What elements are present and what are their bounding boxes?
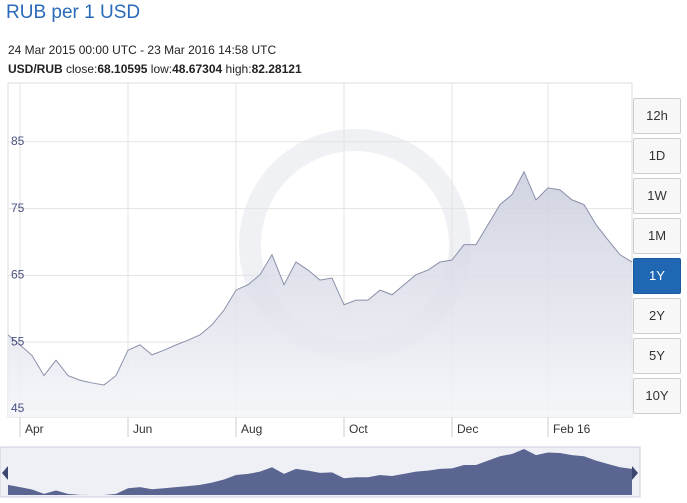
x-tick-label: Apr [25,422,44,436]
stats-text: 82.28121 [252,62,302,76]
area-line [7,170,633,386]
range-button[interactable]: 1Y [633,258,681,294]
x-tick-label: Dec [457,422,478,436]
y-tick-label: 45 [11,401,25,415]
range-button[interactable]: 12h [633,98,681,134]
range-button[interactable]: 2Y [633,298,681,334]
stats-line: USD/RUB close:68.10595 low:48.67304 high… [8,62,302,76]
stats-text: USD/RUB [8,62,63,76]
stats-text: 68.10595 [97,62,147,76]
x-tick-label: Aug [241,422,262,436]
x-tick-label: Jun [133,422,152,436]
chart-title: RUB per 1 USD [6,2,140,23]
stats-text: high: [226,62,252,76]
navigator-area [8,448,632,495]
y-tick-label: 85 [11,134,25,148]
area-fill [8,171,632,417]
range-button[interactable]: 1W [633,178,681,214]
y-tick-label: 55 [11,334,25,348]
range-button[interactable]: 5Y [633,338,681,374]
stats-text: low: [151,62,172,76]
stats-text: close: [66,62,97,76]
range-button[interactable]: 1M [633,218,681,254]
nav-handle[interactable] [2,466,8,480]
range-button[interactable]: 10Y [633,378,681,414]
x-tick-label: Oct [349,422,368,436]
range-button[interactable]: 1D [633,138,681,174]
subtitle: 24 Mar 2015 00:00 UTC - 23 Mar 2016 14:5… [8,43,276,57]
stats-text: 48.67304 [172,62,222,76]
y-tick-label: 75 [11,201,25,215]
nav-handle[interactable] [632,466,638,480]
x-tick-label: Feb 16 [553,422,591,436]
y-tick-label: 65 [11,268,25,282]
